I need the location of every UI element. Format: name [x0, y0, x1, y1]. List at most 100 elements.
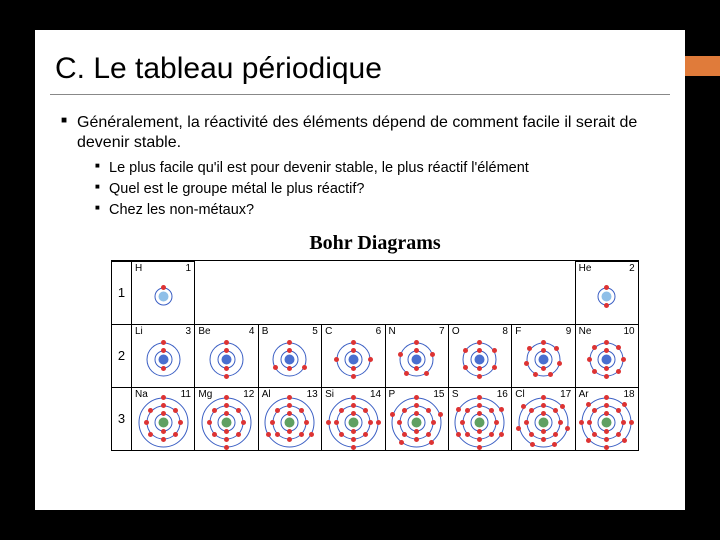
element-number: 16: [497, 389, 508, 402]
electron: [477, 374, 482, 379]
electron: [521, 404, 526, 409]
electron: [565, 426, 570, 431]
electron: [368, 357, 373, 362]
bullet-lvl2: Le plus facile qu'il est pour devenir st…: [95, 159, 659, 177]
electron: [334, 357, 339, 362]
electron: [548, 372, 553, 377]
electron: [477, 395, 482, 400]
electron: [533, 372, 538, 377]
atom-diagram: [543, 359, 544, 360]
atom-diagram: [163, 359, 164, 360]
electron: [161, 340, 166, 345]
element-number: 14: [370, 389, 381, 402]
electron: [552, 442, 557, 447]
electron: [592, 345, 597, 350]
electron: [622, 438, 627, 443]
electron: [579, 420, 584, 425]
atom-diagram: [416, 422, 417, 423]
element-cell-ar: Ar18: [575, 388, 638, 451]
shell: [336, 342, 370, 376]
electron: [399, 440, 404, 445]
element-symbol: Li: [135, 326, 143, 339]
electron: [477, 340, 482, 345]
electron: [161, 395, 166, 400]
electron: [438, 412, 443, 417]
electron: [524, 361, 529, 366]
element-number: 17: [560, 389, 571, 402]
empty-cell: [448, 262, 511, 325]
atom-diagram: [606, 296, 607, 297]
element-symbol: Be: [198, 326, 210, 339]
bullet-lvl2: Chez les non-métaux?: [95, 201, 659, 219]
bohr-figure: Bohr Diagrams 1H1He22Li3Be4B5C6N7O8F9Ne1…: [111, 229, 639, 451]
empty-cell: [322, 262, 385, 325]
element-number: 8: [502, 326, 508, 339]
element-symbol: S: [452, 389, 459, 402]
element-cell-n: N7: [385, 325, 448, 388]
electron: [456, 432, 461, 437]
electron: [629, 420, 634, 425]
element-symbol: F: [515, 326, 521, 339]
electron: [224, 445, 229, 450]
bullet-list-lvl1: Généralement, la réactivité des éléments…: [61, 113, 659, 219]
electron: [492, 365, 497, 370]
element-number: 15: [433, 389, 444, 402]
shell: [273, 342, 307, 376]
element-number: 13: [307, 389, 318, 402]
slide-title: C. Le tableau périodique: [35, 30, 685, 94]
element-symbol: H: [135, 263, 142, 276]
shell: [209, 342, 243, 376]
element-cell-f: F9: [512, 325, 575, 388]
electron: [616, 345, 621, 350]
electron: [541, 395, 546, 400]
electron: [429, 440, 434, 445]
electron: [621, 357, 626, 362]
periodic-table: 1H1He22Li3Be4B5C6N7O8F9Ne103Na11Mg12Al13…: [111, 261, 639, 451]
empty-cell: [385, 262, 448, 325]
atom-diagram: [479, 422, 480, 423]
electron: [554, 346, 559, 351]
element-cell-s: S 16: [448, 388, 511, 451]
electron: [273, 365, 278, 370]
element-symbol: Ar: [579, 389, 589, 402]
electron: [224, 374, 229, 379]
element-number: 9: [566, 326, 572, 339]
electron: [351, 340, 356, 345]
bullet-list-lvl2: Le plus facile qu'il est pour devenir st…: [77, 159, 659, 219]
atom-diagram: [226, 359, 227, 360]
shell: [138, 397, 188, 447]
element-symbol: Cl: [515, 389, 524, 402]
element-symbol: Na: [135, 389, 148, 402]
electron: [604, 445, 609, 450]
element-cell-na: Na11: [132, 388, 195, 451]
electron: [424, 371, 429, 376]
electron: [463, 348, 468, 353]
element-symbol: B: [262, 326, 269, 339]
electron: [390, 412, 395, 417]
electron: [287, 395, 292, 400]
electron: [326, 420, 331, 425]
shell: [201, 397, 251, 447]
element-symbol: Ne: [579, 326, 592, 339]
element-cell-mg: Mg12: [195, 388, 258, 451]
electron: [586, 402, 591, 407]
empty-cell: [512, 262, 575, 325]
electron: [560, 404, 565, 409]
element-cell-h: H1: [132, 262, 195, 325]
element-number: 10: [624, 326, 635, 339]
element-number: 6: [376, 326, 382, 339]
shell: [463, 342, 497, 376]
atom-diagram: [163, 296, 164, 297]
bullet-text: Le plus facile qu'il est pour devenir st…: [109, 160, 529, 176]
element-symbol: He: [579, 263, 592, 276]
electron: [224, 395, 229, 400]
atom-diagram: [163, 422, 164, 423]
electron: [499, 432, 504, 437]
atom-diagram: [353, 359, 354, 360]
element-cell-si: Si14: [322, 388, 385, 451]
atom-diagram: [226, 422, 227, 423]
row-label: 3: [112, 388, 132, 451]
element-cell-cl: Cl 17: [512, 388, 575, 451]
element-cell-b: B5: [258, 325, 321, 388]
element-cell-al: Al13: [258, 388, 321, 451]
